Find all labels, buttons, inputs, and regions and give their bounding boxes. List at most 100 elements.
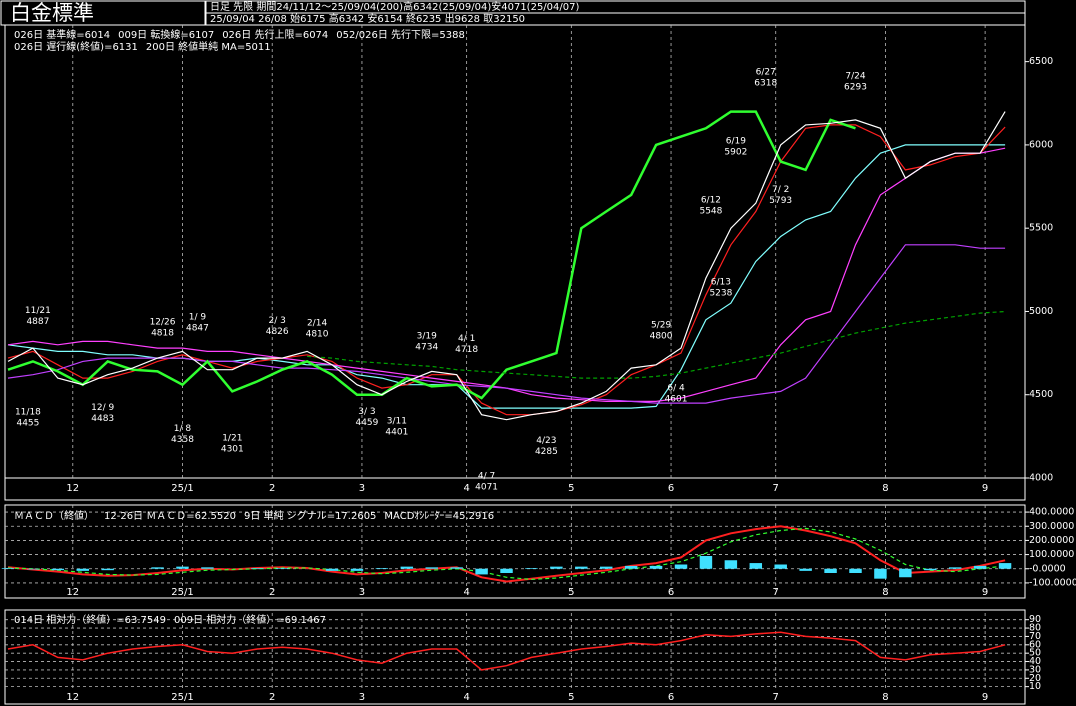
histogram-bar bbox=[998, 563, 1012, 569]
y-tick-label: 400.0000 bbox=[1029, 507, 1074, 518]
histogram-bar bbox=[1, 568, 15, 569]
x-tick-label: 6 bbox=[668, 692, 674, 703]
macd-panel bbox=[4, 504, 1026, 599]
histogram-bar bbox=[899, 568, 912, 578]
x-tick-label: 3 bbox=[359, 587, 365, 598]
histogram-bar bbox=[251, 568, 264, 569]
annotation-date: 12/26 bbox=[150, 317, 176, 327]
x-tick-label: 8 bbox=[882, 692, 888, 703]
y-tick-label: 90 bbox=[1029, 614, 1041, 625]
x-tick-label: 2 bbox=[269, 483, 275, 494]
y-tick-label: 6500 bbox=[1029, 56, 1053, 67]
histogram-bar bbox=[624, 565, 638, 569]
x-tick-label: 2 bbox=[269, 587, 275, 598]
histogram-bar bbox=[948, 567, 962, 569]
panel-title: ＭＡＣＤ（終値） bbox=[14, 509, 94, 522]
legend-entry: 200日 終値単純 MA=5011 bbox=[146, 40, 271, 53]
legend-entry: 9日 単純 シグナル=17.2605 bbox=[244, 509, 376, 522]
annotation-value: 4071 bbox=[475, 483, 498, 493]
x-tick-label: 12 bbox=[66, 483, 79, 494]
x-tick-label: 8 bbox=[882, 483, 888, 494]
histogram-bar bbox=[400, 566, 414, 569]
histogram-bar bbox=[550, 566, 563, 569]
histogram-bar bbox=[201, 567, 214, 569]
histogram-bar bbox=[699, 556, 713, 569]
series-line bbox=[7, 527, 1006, 581]
annotation-value: 6293 bbox=[844, 83, 867, 93]
annotation-date: 6/27 bbox=[756, 67, 776, 77]
histogram-bar bbox=[76, 568, 89, 571]
x-tick-label: 2 bbox=[269, 692, 275, 703]
histogram-bar bbox=[101, 568, 114, 571]
histogram-bar bbox=[874, 568, 887, 579]
annotation-value: 4601 bbox=[665, 394, 688, 404]
histogram-bar bbox=[799, 568, 812, 571]
annotation-value: 4455 bbox=[16, 419, 39, 429]
x-tick-label: 12 bbox=[66, 692, 79, 703]
legend-entry: 009日 相対力（終値）=69.1467 bbox=[174, 613, 326, 626]
y-tick-label: 50 bbox=[1029, 648, 1041, 659]
annotation-value: 4847 bbox=[186, 323, 209, 333]
y-tick-label: 300.0000 bbox=[1029, 521, 1074, 532]
legend-entry: 026日 基準線=6014 bbox=[14, 28, 110, 41]
histogram-bar bbox=[425, 567, 438, 569]
annotation-value: 5548 bbox=[699, 207, 722, 217]
x-tick-label: 12 bbox=[66, 587, 79, 598]
annotation-value: 4401 bbox=[385, 428, 408, 438]
histogram-bar bbox=[450, 567, 463, 569]
y-tick-label: 4000 bbox=[1029, 473, 1053, 484]
info-line: 日足 先限 期間24/11/12～25/09/04(200)高6342(25/0… bbox=[210, 0, 579, 13]
y-tick-label: 6000 bbox=[1029, 139, 1053, 150]
histogram-bar bbox=[674, 564, 688, 569]
x-tick-label: 6 bbox=[668, 587, 674, 598]
annotation-date: 1/21 bbox=[222, 433, 242, 443]
annotation-date: 5/29 bbox=[651, 320, 671, 330]
y-tick-label: 5500 bbox=[1029, 223, 1053, 234]
annotation-value: 4810 bbox=[306, 330, 329, 340]
annotation-value: 4800 bbox=[650, 331, 673, 341]
annotation-value: 4459 bbox=[355, 418, 378, 428]
x-tick-label: 25/1 bbox=[171, 587, 193, 598]
histogram-bar bbox=[824, 568, 837, 573]
annotation-date: 3/11 bbox=[387, 417, 407, 427]
main-panel bbox=[4, 24, 1026, 501]
histogram-bar bbox=[599, 566, 613, 569]
x-tick-label: 7 bbox=[773, 483, 779, 494]
y-tick-label: 70 bbox=[1029, 631, 1041, 642]
histogram-bar bbox=[749, 563, 763, 569]
x-tick-label: 9 bbox=[982, 587, 988, 598]
y-tick-label: 4500 bbox=[1029, 389, 1053, 400]
x-tick-label: 9 bbox=[982, 692, 988, 703]
legend-entry: 12-26日 ＭＡＣＤ=62.5520 bbox=[104, 511, 236, 522]
annotation-value: 4887 bbox=[26, 317, 49, 327]
annotation-date: 7/24 bbox=[845, 72, 865, 82]
y-tick-label: -0.0000 bbox=[1029, 563, 1066, 574]
x-tick-label: 3 bbox=[359, 692, 365, 703]
legend-entry: 014日 相対力（終値）=63.7549 bbox=[14, 613, 166, 626]
annotation-value: 5902 bbox=[724, 148, 747, 158]
histogram-bar bbox=[774, 564, 787, 569]
histogram-bar bbox=[849, 568, 862, 573]
histogram-bar bbox=[51, 568, 65, 571]
annotation-date: 3/ 3 bbox=[358, 407, 375, 417]
x-tick-label: 25/1 bbox=[171, 692, 193, 703]
y-tick-label: 40 bbox=[1029, 656, 1041, 667]
annotation-date: 1/ 8 bbox=[174, 424, 192, 434]
series-line bbox=[7, 244, 1006, 404]
annotation-value: 5793 bbox=[769, 196, 792, 206]
histogram-bar bbox=[26, 568, 40, 570]
annotation-date: 4/ 7 bbox=[478, 472, 495, 482]
legend-entry: MACDｵｼﾚｰﾀｰ=45.2916 bbox=[384, 510, 494, 522]
x-tick-label: 6 bbox=[668, 483, 674, 494]
legend-entry: 026日 遅行線(終値)=6131 bbox=[14, 40, 138, 53]
histogram-bar bbox=[176, 566, 189, 569]
x-tick-label: 25/1 bbox=[171, 483, 193, 494]
series-line bbox=[7, 111, 1006, 421]
y-tick-label: 60 bbox=[1029, 639, 1041, 650]
annotation-value: 4734 bbox=[415, 342, 438, 352]
histogram-bar bbox=[649, 565, 663, 569]
series-line bbox=[7, 631, 1006, 671]
annotation-date: 6/19 bbox=[726, 137, 746, 147]
